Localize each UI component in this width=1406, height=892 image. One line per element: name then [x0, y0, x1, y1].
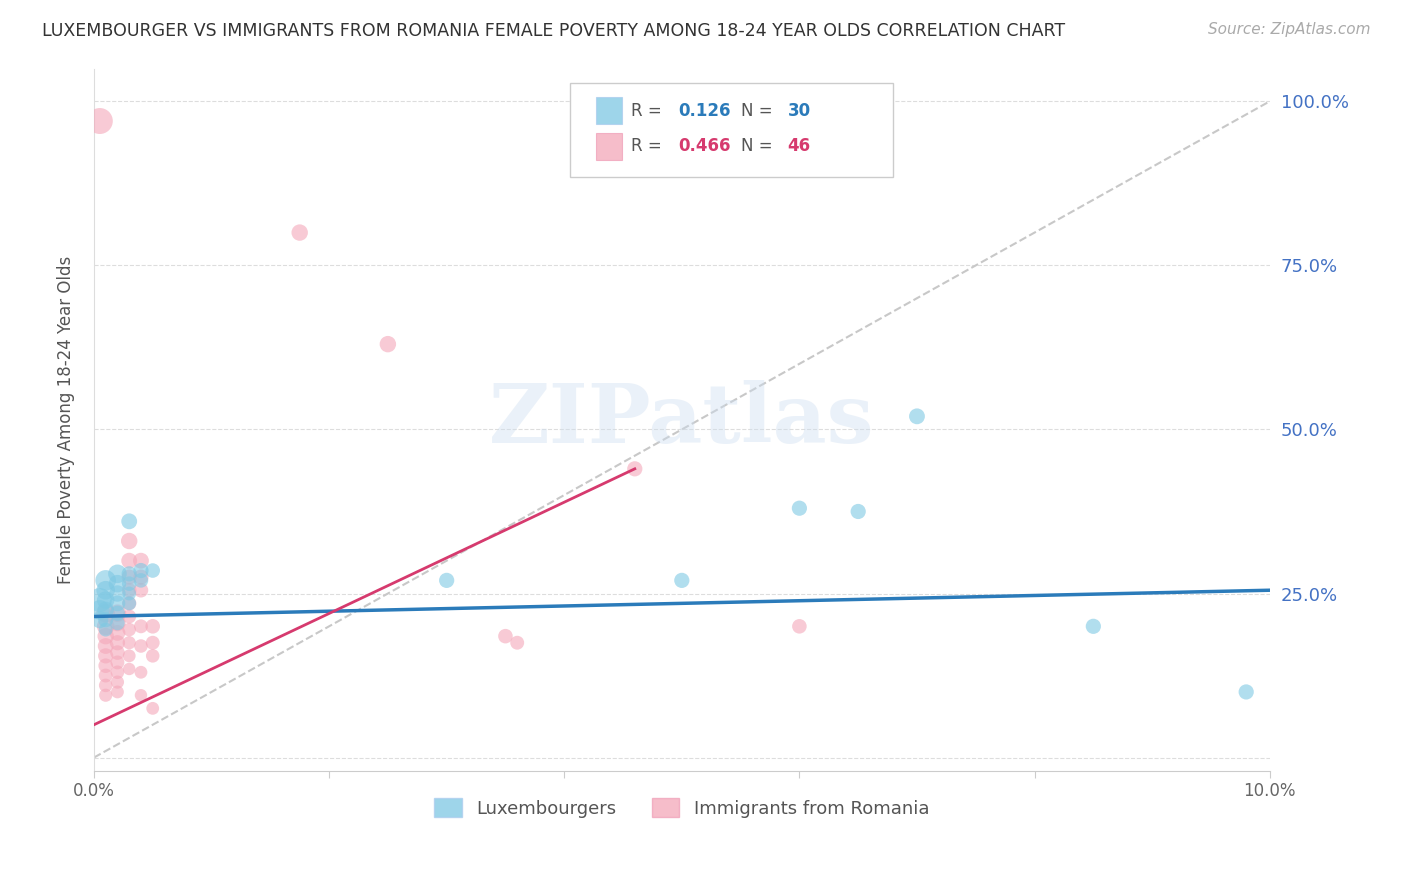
Point — [94, 648, 117, 663]
Point — [107, 596, 129, 610]
Point — [129, 688, 152, 702]
Point — [94, 688, 117, 702]
Point — [623, 462, 645, 476]
Point — [94, 619, 117, 633]
Point — [107, 675, 129, 690]
Legend: Luxembourgers, Immigrants from Romania: Luxembourgers, Immigrants from Romania — [427, 791, 936, 825]
Point — [118, 576, 141, 591]
Point — [846, 504, 869, 518]
Point — [107, 566, 129, 581]
FancyBboxPatch shape — [596, 133, 621, 160]
Point — [118, 586, 141, 600]
Point — [94, 583, 117, 598]
Point — [129, 570, 152, 584]
Point — [118, 636, 141, 650]
Point — [789, 501, 811, 516]
Text: 0.466: 0.466 — [678, 137, 731, 155]
Point — [89, 114, 111, 128]
Point — [107, 615, 129, 630]
Point — [94, 603, 117, 617]
Point — [118, 534, 141, 549]
Point — [107, 606, 129, 620]
Point — [94, 668, 117, 682]
Point — [94, 593, 117, 607]
Point — [1234, 685, 1257, 699]
Point — [118, 566, 141, 581]
Point — [118, 570, 141, 584]
Text: N =: N = — [741, 102, 772, 120]
Point — [142, 701, 165, 715]
Point — [118, 609, 141, 624]
Point — [89, 593, 111, 607]
Point — [94, 574, 117, 588]
Point — [142, 636, 165, 650]
Point — [118, 554, 141, 568]
Point — [107, 636, 129, 650]
Point — [107, 656, 129, 670]
Text: N =: N = — [741, 137, 772, 155]
Point — [129, 554, 152, 568]
Point — [129, 619, 152, 633]
Point — [118, 583, 141, 598]
Point — [118, 623, 141, 637]
Point — [107, 576, 129, 591]
Point — [118, 596, 141, 610]
Point — [118, 596, 141, 610]
Point — [94, 623, 117, 637]
Point — [89, 613, 111, 627]
Text: ZIPatlas: ZIPatlas — [489, 380, 875, 459]
Text: 30: 30 — [787, 102, 811, 120]
Point — [94, 613, 117, 627]
Point — [1083, 619, 1105, 633]
Point — [129, 665, 152, 680]
Text: R =: R = — [631, 102, 662, 120]
Text: 0.126: 0.126 — [678, 102, 731, 120]
Point — [129, 583, 152, 598]
Point — [436, 574, 458, 588]
Text: LUXEMBOURGER VS IMMIGRANTS FROM ROMANIA FEMALE POVERTY AMONG 18-24 YEAR OLDS COR: LUXEMBOURGER VS IMMIGRANTS FROM ROMANIA … — [42, 22, 1066, 40]
Text: 46: 46 — [787, 137, 811, 155]
Point — [118, 514, 141, 528]
Point — [377, 337, 399, 351]
Point — [671, 574, 693, 588]
Point — [107, 646, 129, 660]
Point — [118, 662, 141, 676]
Point — [506, 636, 529, 650]
Point — [107, 606, 129, 620]
Text: R =: R = — [631, 137, 662, 155]
Point — [107, 685, 129, 699]
Point — [89, 603, 111, 617]
Point — [94, 606, 117, 620]
Point — [142, 619, 165, 633]
Point — [129, 564, 152, 578]
Point — [107, 586, 129, 600]
Point — [118, 648, 141, 663]
Y-axis label: Female Poverty Among 18-24 Year Olds: Female Poverty Among 18-24 Year Olds — [58, 255, 75, 583]
Point — [94, 629, 117, 643]
Text: Source: ZipAtlas.com: Source: ZipAtlas.com — [1208, 22, 1371, 37]
Point — [905, 409, 928, 424]
Point — [142, 564, 165, 578]
Point — [107, 615, 129, 630]
Point — [94, 639, 117, 653]
Point — [129, 574, 152, 588]
Point — [288, 226, 311, 240]
Point — [142, 648, 165, 663]
Point — [129, 639, 152, 653]
FancyBboxPatch shape — [596, 97, 621, 124]
FancyBboxPatch shape — [569, 83, 893, 178]
Point — [94, 658, 117, 673]
Point — [789, 619, 811, 633]
Point — [494, 629, 516, 643]
Point — [107, 626, 129, 640]
Point — [94, 678, 117, 692]
Point — [107, 665, 129, 680]
